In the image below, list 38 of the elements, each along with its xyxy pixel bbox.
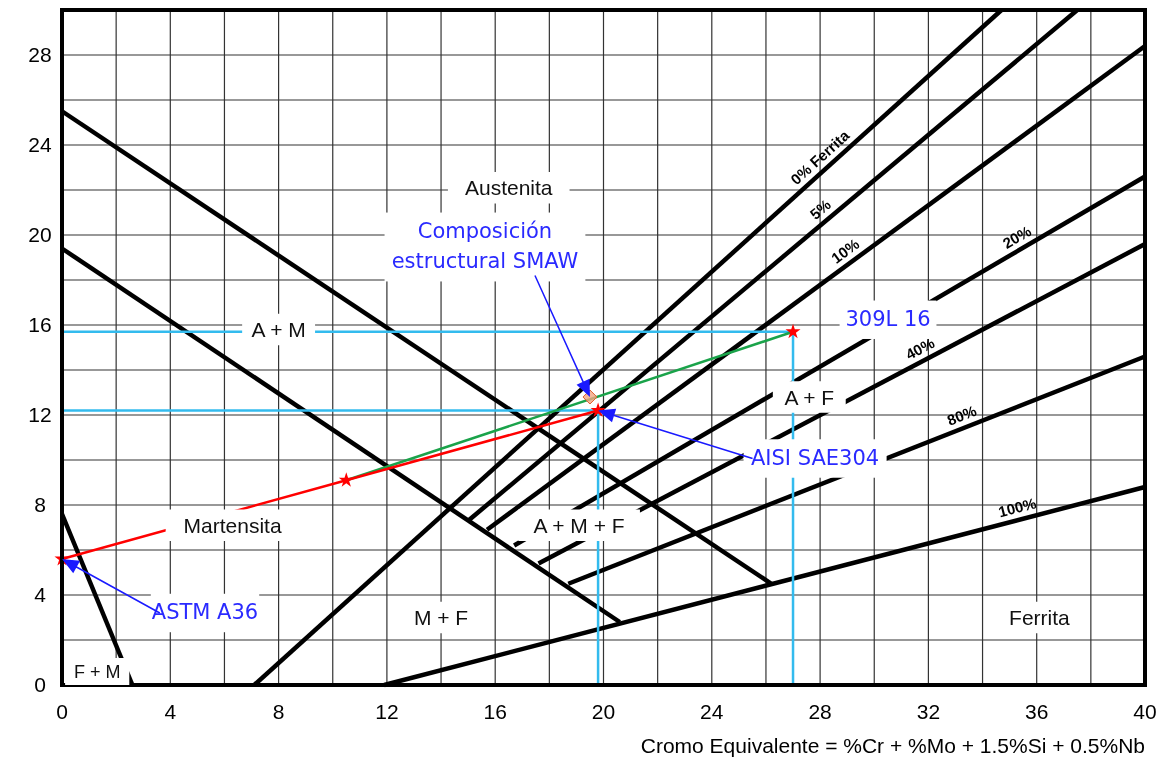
x-tick-label: 36 <box>1025 700 1049 723</box>
text: 20% <box>999 222 1035 252</box>
annotation: Austenita <box>464 176 553 200</box>
y-tick-label: 4 <box>34 583 47 606</box>
text: 40% <box>902 333 938 363</box>
annotation: AISI SAE304 <box>750 445 880 470</box>
annotation: A + F <box>784 385 835 409</box>
x-tick-label: 20 <box>591 700 616 723</box>
y-tick-label: 16 <box>28 313 52 336</box>
annotation: ASTM A36 <box>151 600 259 625</box>
annotation: A + M + F <box>533 513 625 537</box>
y-tick-label: 8 <box>34 493 46 516</box>
text: 100% <box>996 494 1039 521</box>
text: 5% <box>806 195 834 223</box>
x-tick-label: 12 <box>375 700 399 723</box>
annotation: Composición estructural SMAW <box>391 218 579 274</box>
annotation: F + M <box>73 661 121 682</box>
annotation: M + F <box>413 606 469 630</box>
annotation: Martensita <box>183 513 282 537</box>
x-tick-label: 0 <box>56 700 68 723</box>
x-tick-label: 40 <box>1133 700 1157 723</box>
x-tick-label: 32 <box>916 700 941 723</box>
x-tick-label: 16 <box>483 700 507 723</box>
x-tick-label: 8 <box>272 700 285 723</box>
text: 80% <box>944 401 979 429</box>
annotation: Ferrita <box>1009 606 1071 630</box>
annotation: 309L 16 <box>845 306 931 331</box>
y-tick-label: 20 <box>28 223 52 246</box>
x-axis-title: Cromo Equivalente = %Cr + %Mo + 1.5%Si + 0.5%Nb <box>640 734 1145 757</box>
x-tick-label: 4 <box>164 700 177 723</box>
text: 10% <box>828 235 863 267</box>
y-tick-label: 0 <box>34 673 46 696</box>
y-tick-label: 24 <box>28 133 52 156</box>
x-tick-label: 24 <box>700 700 724 723</box>
y-tick-label: 12 <box>28 403 52 426</box>
annotation: A + M <box>251 318 306 342</box>
y-tick-label: 28 <box>28 43 52 66</box>
x-tick-label: 28 <box>808 700 832 723</box>
